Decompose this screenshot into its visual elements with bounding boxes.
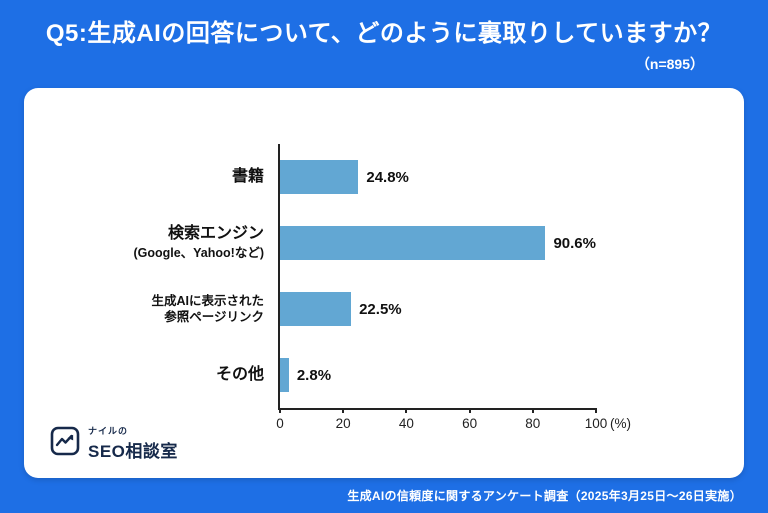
category-label-line: 生成AIに表示された (151, 293, 264, 308)
footer-note: 生成AIの信頼度に関するアンケート調査（2025年3月25日〜26日実施） (347, 489, 742, 503)
plot-area: 24.8% 90.6% 22.5% 2.8% 0 20 40 60 80 100 (%) (276, 144, 631, 431)
bar (280, 292, 352, 326)
x-axis-tick-mark (342, 408, 345, 413)
category-label-line: 検索エンジン (167, 225, 264, 243)
x-axis-tick-label: 80 (525, 416, 541, 431)
x-axis-tick-label: 0 (276, 416, 284, 431)
x-axis-tick-label: 100 (584, 416, 608, 431)
bar-value-label: 24.8% (366, 168, 409, 186)
x-axis-tick-label: 40 (398, 416, 414, 431)
bar (280, 226, 546, 260)
category-label: その他 (60, 342, 278, 408)
logo-line-1: ナイルの (88, 426, 129, 436)
logo-line-2: SEO相談室 (88, 442, 178, 461)
bar-row: 24.8% (280, 144, 596, 210)
x-axis-tick-mark (279, 408, 281, 413)
bar-value-label: 22.5% (359, 300, 402, 318)
x-axis-tick-mark (595, 408, 597, 413)
trend-chart-icon (50, 426, 80, 461)
category-label: 検索エンジン (Google、Yahoo!など) (60, 210, 278, 276)
page-title: Q5:生成AIの回答について、どのように裏取りしていますか？ (45, 20, 723, 47)
x-axis-unit-label: (%) (610, 416, 631, 431)
x-axis-tick-mark (468, 408, 471, 413)
x-axis-tick-label: 60 (462, 416, 478, 431)
sample-size: （n=895） (635, 56, 704, 72)
chart-area: 書籍検索エンジン (Google、Yahoo!など) 生成AIに表示された参照ページ… (60, 144, 631, 431)
bar (280, 358, 289, 392)
category-labels: 書籍検索エンジン (Google、Yahoo!など) 生成AIに表示された参照ページ… (60, 144, 278, 410)
bar-row: 22.5% (280, 276, 596, 342)
x-axis-tick-label: 20 (335, 416, 351, 431)
category-label-line: 書籍 (231, 167, 264, 185)
category-label-line: 参照ページリンク (164, 310, 264, 324)
category-label-line: その他 (215, 365, 264, 383)
category-label: 生成AIに表示された参照ページリンク (60, 276, 278, 342)
bar-value-label: 2.8% (296, 366, 332, 384)
logo-text: ナイルの SEO相談室 (88, 424, 178, 462)
bar (280, 160, 359, 194)
bar-row: 90.6% (280, 210, 596, 276)
x-axis-tick-mark (531, 408, 534, 413)
brand-logo: ナイルの SEO相談室 (50, 424, 178, 462)
bar-row: 2.8% (280, 342, 596, 408)
chart-card: 書籍検索エンジン (Google、Yahoo!など) 生成AIに表示された参照ページ… (24, 88, 744, 478)
category-label-line: (Google、Yahoo!など) (133, 246, 264, 261)
x-axis-tick-mark (405, 408, 408, 413)
bar-value-label: 90.6% (553, 234, 596, 252)
category-label: 書籍 (60, 144, 278, 210)
